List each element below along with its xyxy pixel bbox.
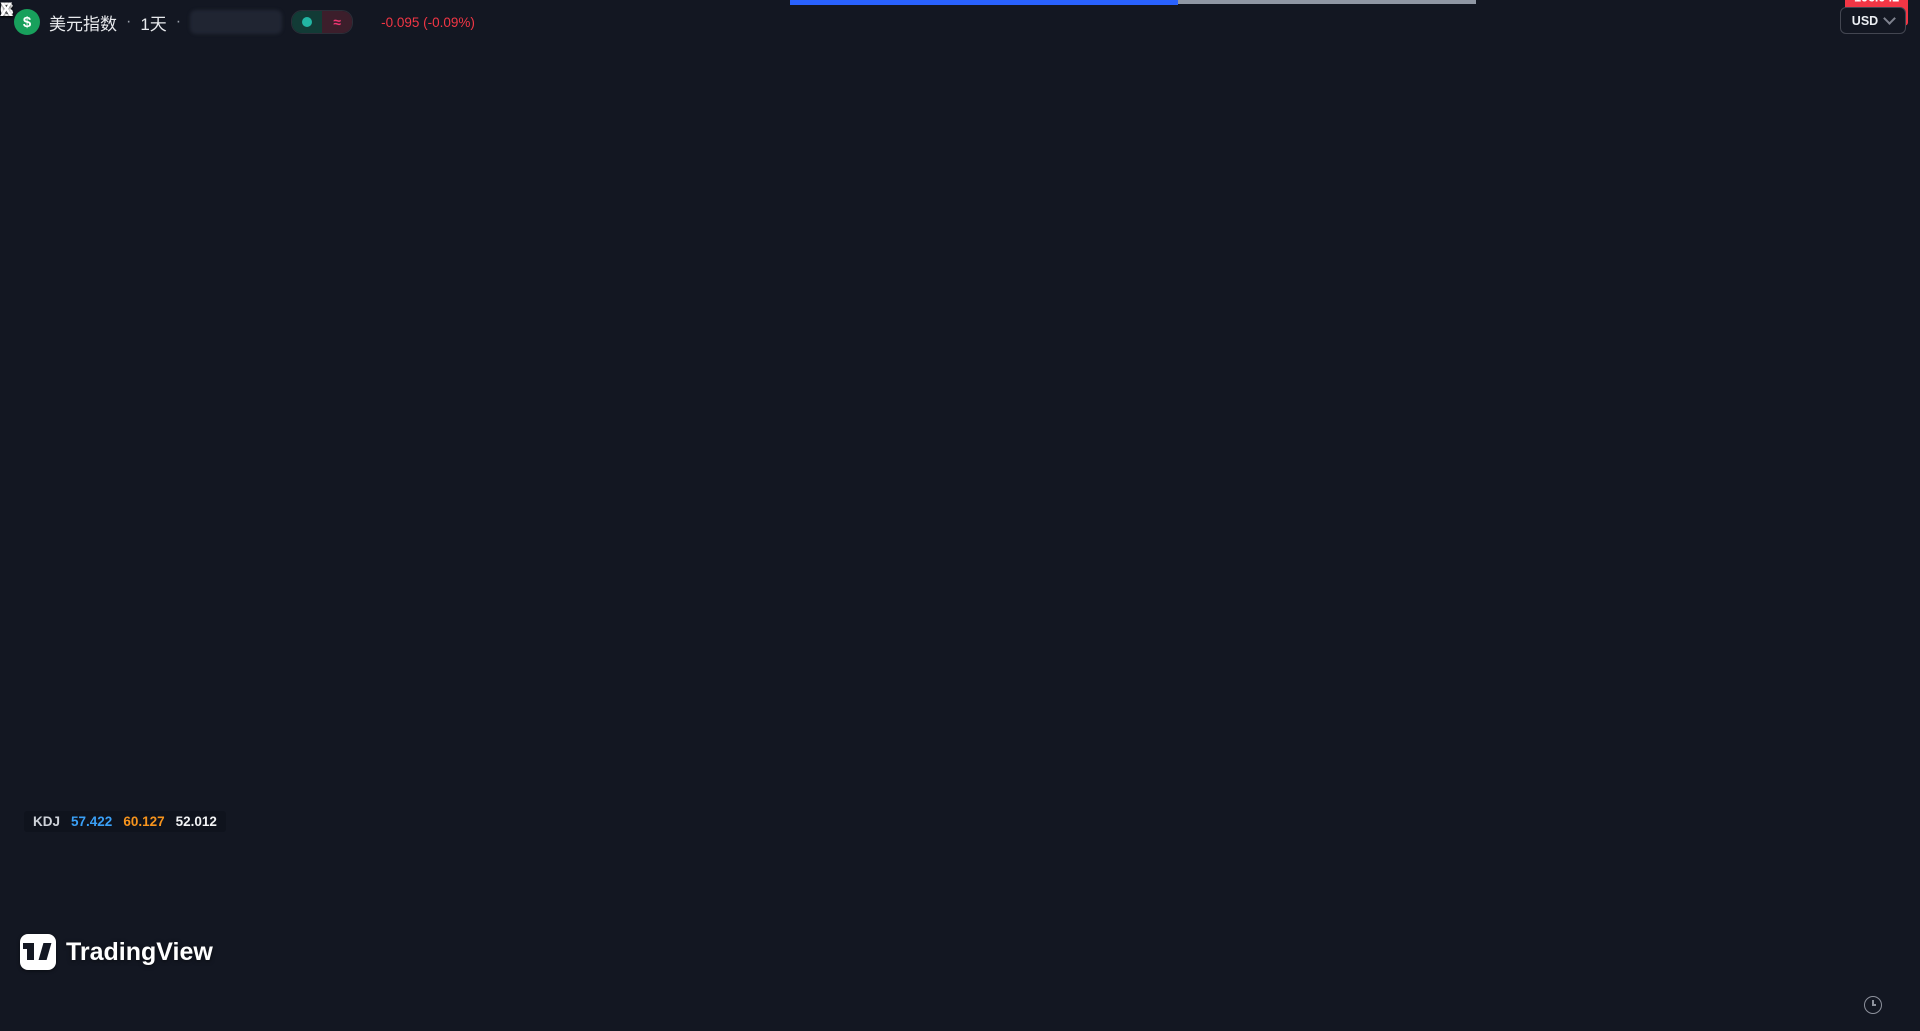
status-dot-icon [302, 17, 313, 27]
current-price-value: 106.042 [1852, 0, 1901, 6]
kdj-title: KDJ [33, 814, 61, 829]
clipped-drawing-blue-strip [790, 0, 1178, 5]
clipped-drawing-gray-strip [1178, 0, 1476, 4]
price-change: -0.095 (-0.09%) [381, 14, 475, 30]
separator-dot: · [126, 13, 132, 30]
chevron-down-icon [1883, 12, 1897, 25]
dollar-circle-icon: $ [14, 9, 40, 35]
pattern-marker-x[interactable]: X [0, 0, 13, 21]
symbol-name[interactable]: 美元指数 [49, 14, 117, 34]
kdj-d-value: 60.127 [123, 814, 165, 829]
approx-icon: ≈ [322, 11, 353, 33]
pattern-marker-c[interactable]: C [0, 0, 14, 21]
tradingview-watermark[interactable]: TradingView [20, 934, 213, 970]
market-status-toggle[interactable]: ≈ [291, 10, 354, 34]
separator-dot: · [175, 13, 182, 30]
currency-selector[interactable]: USD [1840, 7, 1906, 34]
blurred-indicator-area [190, 10, 283, 34]
timezone-clock-icon[interactable] [1864, 996, 1882, 1014]
tradingview-logo-text: TradingView [66, 937, 213, 966]
pattern-marker-a[interactable]: A [0, 0, 14, 21]
pattern-marker-b[interactable]: B [0, 0, 14, 21]
kdj-indicator-legend[interactable]: KDJ 57.422 60.127 52.012 [24, 811, 226, 832]
status-dot-segment [292, 11, 323, 33]
kdj-k-value: 57.422 [71, 814, 113, 829]
timeframe-label[interactable]: 1天 [140, 14, 167, 34]
currency-value: USD [1851, 13, 1879, 28]
tradingview-logo-icon [20, 934, 56, 970]
symbol-header[interactable]: $ 美元指数 · 1天 · ≈ -0.095 (-0.09%) [14, 8, 475, 36]
kdj-j-value: 52.012 [175, 814, 217, 829]
